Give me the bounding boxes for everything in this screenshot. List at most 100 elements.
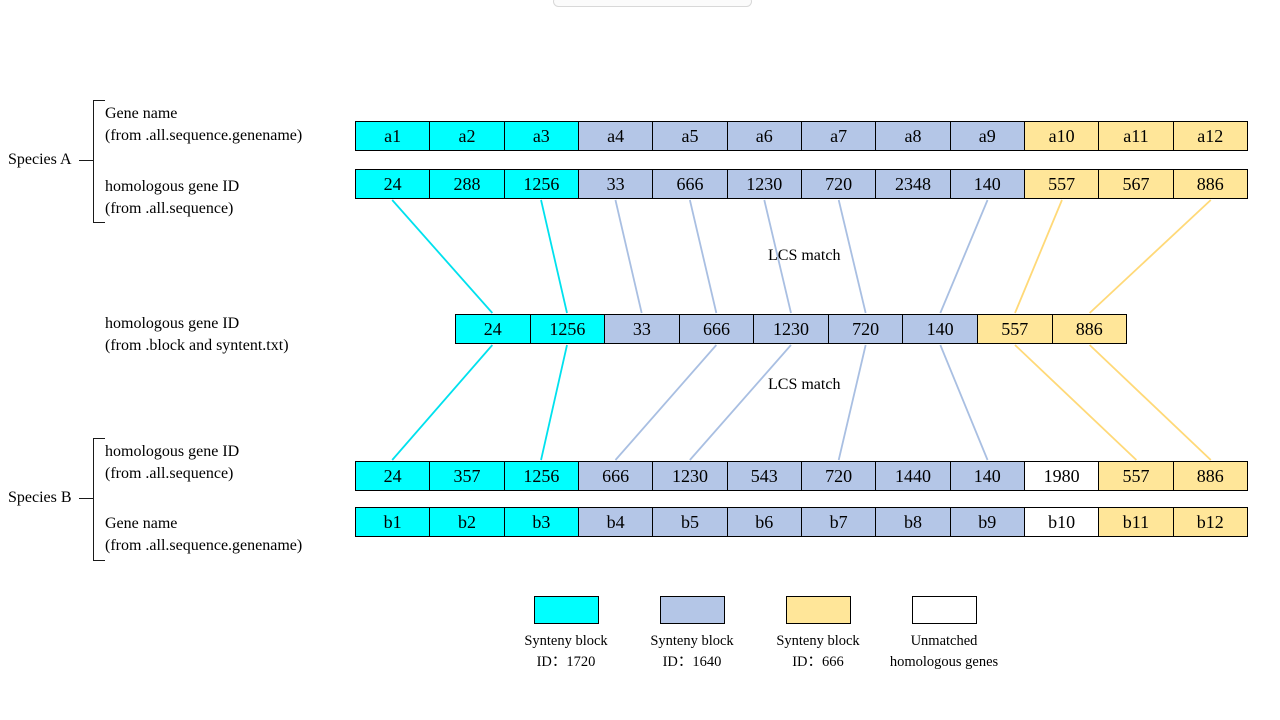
- label-line: Gene name: [105, 105, 178, 122]
- gene-cell-b1: b1: [356, 508, 431, 536]
- species-b-label: Species B: [8, 489, 72, 506]
- gene-cell-33: 33: [578, 170, 654, 198]
- legend-item: Synteny block ID：666: [755, 596, 881, 673]
- gene-cell-a8: a8: [876, 122, 951, 150]
- label-line: (from .all.sequence): [105, 465, 234, 482]
- lcs-match-label-top: LCS match: [768, 247, 841, 264]
- gene-cell-b8: b8: [876, 508, 951, 536]
- legend-label: Unmatched: [910, 633, 978, 649]
- row-species-b-gene-ids: 24 357 1256 666 1230 543 720 1440 140 1980 557 886: [355, 461, 1248, 491]
- gene-cell-b12: b12: [1173, 508, 1247, 536]
- gene-cell-666: 666: [653, 170, 728, 198]
- lcs-line: [540, 199, 568, 314]
- gene-cell-140: 140: [950, 170, 1025, 198]
- gene-cell-b2: b2: [430, 508, 505, 536]
- lcs-line: [688, 199, 718, 314]
- gene-cell-140: 140: [903, 315, 978, 343]
- gene-cell-a2: a2: [430, 122, 505, 150]
- gene-cell-b3: b3: [504, 508, 579, 536]
- gene-cell-557: 557: [1099, 462, 1174, 490]
- label-line: (from .all.sequence): [105, 200, 234, 217]
- row-synteny-block-ids: 24 1256 33 666 1230 720 140 557 886: [455, 314, 1127, 344]
- lcs-line: [837, 344, 867, 461]
- gene-cell-b4: b4: [578, 508, 654, 536]
- legend-label: ID：666: [792, 654, 844, 670]
- gene-cell-a12: a12: [1173, 122, 1247, 150]
- species-b-dash: [79, 498, 93, 499]
- legend-label: ID：1640: [662, 654, 722, 670]
- legend-swatch-white: [911, 596, 977, 624]
- gene-cell-a10: a10: [1024, 122, 1100, 150]
- gene-cell-557: 557: [977, 315, 1053, 343]
- gene-cell-b10: b10: [1024, 508, 1100, 536]
- gene-cell-886: 886: [1173, 170, 1247, 198]
- lcs-line: [689, 344, 792, 461]
- label-b-gene-name: Gene name (from .all.sequence.genename): [105, 513, 302, 557]
- gene-cell-1230: 1230: [754, 315, 829, 343]
- lcs-line: [837, 199, 867, 314]
- row-species-a-gene-ids: 24 288 1256 33 666 1230 720 2348 140 557 567 886: [355, 169, 1248, 199]
- species-a-dash: [79, 160, 93, 161]
- gene-cell-1256: 1256: [504, 462, 579, 490]
- label-b-homologous-id: homologous gene ID (from .all.sequence): [105, 441, 239, 485]
- label-a-gene-name: Gene name (from .all.sequence.genename): [105, 103, 302, 147]
- gene-cell-a5: a5: [653, 122, 728, 150]
- gene-cell-b7: b7: [801, 508, 877, 536]
- gene-cell-140: 140: [950, 462, 1025, 490]
- species-b-bracket: [93, 438, 105, 561]
- species-a-bracket: [93, 100, 105, 223]
- gene-cell-a7: a7: [801, 122, 877, 150]
- legend-item: Unmatched homologous genes: [881, 596, 1007, 673]
- gene-cell-1230: 1230: [727, 170, 802, 198]
- label-line: homologous gene ID: [105, 315, 240, 332]
- legend-swatch-blue: [659, 596, 725, 624]
- gene-cell-1980: 1980: [1024, 462, 1100, 490]
- lcs-line: [939, 199, 989, 314]
- gene-cell-886: 886: [1052, 315, 1127, 343]
- gene-cell-288: 288: [430, 170, 505, 198]
- legend-label: Synteny block: [650, 633, 734, 649]
- lcs-line: [540, 344, 568, 461]
- lcs-line: [1014, 199, 1063, 314]
- label-line: (from .all.sequence.genename): [105, 127, 303, 144]
- gene-cell-24: 24: [356, 170, 431, 198]
- label-line: homologous gene ID: [105, 443, 240, 460]
- gene-cell-33: 33: [605, 315, 680, 343]
- gene-cell-557: 557: [1024, 170, 1100, 198]
- gene-cell-720: 720: [828, 315, 904, 343]
- gene-cell-720: 720: [801, 462, 877, 490]
- gene-cell-a9: a9: [950, 122, 1025, 150]
- legend-label: homologous genes: [889, 654, 999, 670]
- gene-cell-a4: a4: [578, 122, 654, 150]
- gene-cell-886: 886: [1173, 462, 1247, 490]
- gene-cell-2348: 2348: [876, 170, 951, 198]
- lcs-match-label-bottom: LCS match: [768, 376, 841, 393]
- gene-cell-a1: a1: [356, 122, 431, 150]
- gene-cell-b11: b11: [1099, 508, 1174, 536]
- gene-cell-567: 567: [1099, 170, 1174, 198]
- legend-swatch-yellow: [785, 596, 851, 624]
- gene-cell-357: 357: [430, 462, 505, 490]
- legend-label: ID：1720: [536, 654, 596, 670]
- gene-cell-a3: a3: [504, 122, 579, 150]
- row-species-b-gene-names: b1 b2 b3 b4 b5 b6 b7 b8 b9 b10 b11 b12: [355, 507, 1248, 537]
- gene-cell-666: 666: [679, 315, 755, 343]
- label-middle-homologous-id: homologous gene ID (from .block and synt…: [105, 313, 289, 357]
- lcs-line: [1014, 344, 1137, 461]
- lcs-line: [1089, 344, 1212, 461]
- row-species-a-gene-names: a1 a2 a3 a4 a5 a6 a7 a8 a9 a10 a11 a12: [355, 121, 1248, 151]
- gene-cell-1440: 1440: [876, 462, 951, 490]
- window-top-artifact: [553, 0, 752, 7]
- label-line: homologous gene ID: [105, 178, 240, 195]
- species-a-label: Species A: [8, 151, 72, 168]
- legend-item: Synteny block ID：1720: [503, 596, 629, 673]
- label-line: Gene name: [105, 515, 178, 532]
- label-a-homologous-id: homologous gene ID (from .all.sequence): [105, 176, 239, 220]
- lcs-line: [1089, 199, 1212, 314]
- legend: Synteny block ID：1720 Synteny block ID：1640…: [503, 596, 1007, 673]
- gene-cell-1256: 1256: [504, 170, 579, 198]
- gene-cell-24: 24: [456, 315, 531, 343]
- legend-item: Synteny block ID：1640: [629, 596, 755, 673]
- label-line: (from .all.sequence.genename): [105, 537, 303, 554]
